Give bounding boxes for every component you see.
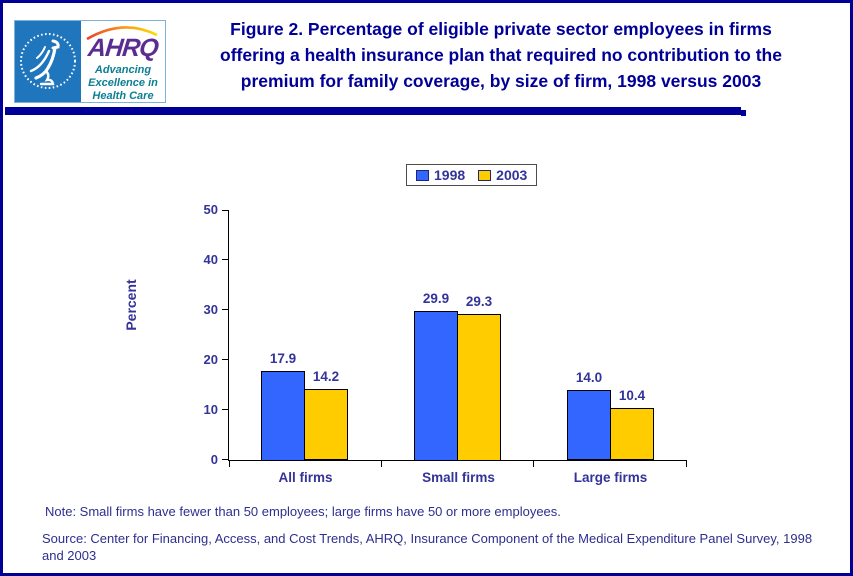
bar-value-2003-small-firms: 29.3 bbox=[465, 294, 493, 309]
figure-title-line-3: premium for family coverage, by size of … bbox=[240, 71, 762, 91]
bar-value-1998-large-firms: 14.0 bbox=[575, 370, 603, 385]
bar-value-2003-all-firms: 14.2 bbox=[312, 369, 340, 384]
bar-value-2003-large-firms: 10.4 bbox=[618, 388, 646, 403]
legend-label-2003: 2003 bbox=[496, 167, 528, 183]
y-tick-label-30: 30 bbox=[203, 302, 218, 317]
x-tick-mark-1 bbox=[381, 461, 382, 467]
y-tick-mark-40 bbox=[222, 259, 228, 260]
eagle-icon bbox=[29, 39, 60, 86]
y-tick-mark-50 bbox=[222, 210, 228, 211]
bar-1998-large-firms bbox=[567, 390, 611, 460]
bar-1998-all-firms bbox=[261, 371, 305, 461]
bar-2003-small-firms bbox=[457, 314, 501, 461]
y-tick-mark-20 bbox=[222, 359, 228, 360]
ahrq-hhs-logo: AHRQ Advancing Excellence in Health Care bbox=[14, 20, 166, 103]
category-label-large-firms: Large firms bbox=[573, 470, 648, 485]
bar-1998-small-firms bbox=[414, 311, 458, 461]
ahrq-logo: AHRQ Advancing Excellence in Health Care bbox=[81, 21, 165, 102]
y-tick-label-40: 40 bbox=[203, 252, 218, 267]
y-tick-label-0: 0 bbox=[210, 452, 218, 467]
figure-title-line-1: Figure 2. Percentage of eligible private… bbox=[230, 19, 772, 39]
bar-value-1998-small-firms: 29.9 bbox=[422, 291, 450, 306]
x-tick-mark-0 bbox=[229, 461, 230, 467]
hhs-seal-icon bbox=[15, 21, 81, 102]
y-tick-mark-0 bbox=[222, 459, 228, 460]
figure-title-line-2: offering a health insurance plan that re… bbox=[220, 45, 782, 65]
y-tick-label-50: 50 bbox=[203, 202, 218, 217]
header-divider-bar bbox=[5, 107, 746, 116]
rainbow-arc-icon bbox=[86, 26, 158, 40]
bar-2003-all-firms bbox=[304, 389, 348, 460]
source-text: Source: Center for Financing, Access, an… bbox=[42, 531, 813, 563]
legend-item-2003: 2003 bbox=[478, 167, 527, 183]
x-tick-mark-3 bbox=[686, 461, 687, 467]
legend-swatch-2003 bbox=[478, 169, 492, 181]
bar-value-1998-all-firms: 17.9 bbox=[269, 351, 297, 366]
bar-2003-large-firms bbox=[610, 408, 654, 460]
y-tick-mark-30 bbox=[222, 309, 228, 310]
chart-legend: 1998 2003 bbox=[406, 164, 538, 186]
y-tick-label-20: 20 bbox=[203, 352, 218, 367]
ahrq-tagline: Advancing Excellence in Health Care bbox=[88, 64, 158, 102]
legend-item-1998: 1998 bbox=[416, 167, 465, 183]
legend-swatch-1998 bbox=[416, 169, 429, 181]
category-label-small-firms: Small firms bbox=[422, 470, 495, 485]
note-text: Note: Small firms have fewer than 50 emp… bbox=[45, 504, 561, 519]
y-tick-label-10: 10 bbox=[203, 402, 218, 417]
legend-label-1998: 1998 bbox=[434, 167, 466, 183]
ahrq-acronym: AHRQ bbox=[86, 34, 160, 62]
figure-title: Figure 2. Percentage of eligible private… bbox=[170, 16, 832, 94]
category-label-all-firms: All firms bbox=[278, 470, 333, 485]
y-axis-label: Percent bbox=[123, 279, 139, 331]
x-tick-mark-2 bbox=[533, 461, 534, 467]
plot-area: 0 10 20 30 40 50 17.9 29.9 14.0 14.2 29.3 10.4 All f… bbox=[204, 202, 687, 485]
y-tick-mark-10 bbox=[222, 409, 228, 410]
